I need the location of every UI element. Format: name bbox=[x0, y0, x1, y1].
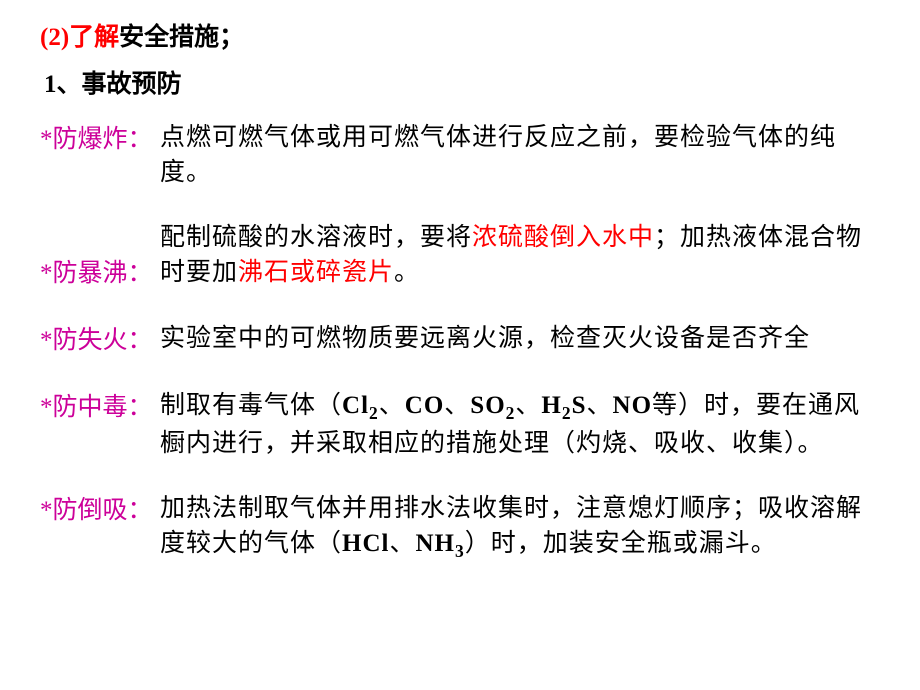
row-content: 点燃可燃气体或用可燃气体进行反应之前，要检验气体的纯度。 bbox=[160, 120, 880, 190]
rows-container: *防爆炸：点燃可燃气体或用可燃气体进行反应之前，要检验气体的纯度。 *防暴沸：配制… bbox=[40, 120, 880, 563]
text-segment: 2 bbox=[369, 403, 379, 423]
text-segment: 、 bbox=[444, 392, 470, 419]
text-segment: NO bbox=[613, 392, 653, 419]
text-segment: 、 bbox=[379, 392, 405, 419]
text-segment: 浓硫酸倒入水中 bbox=[472, 224, 654, 251]
text-segment: 、 bbox=[515, 392, 541, 419]
text-segment: CO bbox=[405, 392, 445, 419]
row-label: *防中毒： bbox=[40, 390, 160, 425]
text-segment: 3 bbox=[455, 541, 465, 561]
text-segment: ）时，加装安全瓶或漏斗。 bbox=[465, 530, 777, 557]
subtitle: 1、事故预防 bbox=[44, 67, 880, 102]
row: *防爆炸：点燃可燃气体或用可燃气体进行反应之前，要检验气体的纯度。 bbox=[40, 120, 880, 190]
row-label: *防暴沸： bbox=[40, 256, 160, 291]
title-number: (2) bbox=[40, 20, 69, 55]
text-segment: SO bbox=[470, 392, 505, 419]
row-label: *防爆炸： bbox=[40, 122, 160, 157]
row: *防倒吸：加热法制取气体并用排水法收集时，注意熄灯顺序；吸收溶解度较大的气体（H… bbox=[40, 491, 880, 564]
row-label: *防失火： bbox=[40, 323, 160, 358]
text-segment: 沸石或碎瓷片 bbox=[238, 259, 394, 286]
text-segment: 、 bbox=[389, 530, 415, 557]
text-segment: 点燃可燃气体或用可燃气体进行反应之前，要检验气体的纯度。 bbox=[160, 124, 836, 186]
row-content: 加热法制取气体并用排水法收集时，注意熄灯顺序；吸收溶解度较大的气体（HCl、NH… bbox=[160, 491, 880, 564]
text-segment: Cl bbox=[342, 392, 369, 419]
section-title: (2) 了解 安全措施； bbox=[40, 20, 880, 55]
text-segment: 、 bbox=[587, 392, 613, 419]
text-segment: NH bbox=[415, 530, 455, 557]
text-segment: S bbox=[572, 392, 587, 419]
text-segment: 2 bbox=[562, 403, 572, 423]
text-segment: HCl bbox=[342, 530, 389, 557]
title-red: 了解 bbox=[69, 20, 119, 55]
row-label: *防倒吸： bbox=[40, 493, 160, 528]
text-segment: H bbox=[541, 392, 561, 419]
row-content: 配制硫酸的水溶液时，要将浓硫酸倒入水中；加热液体混合物时要加沸石或碎瓷片。 bbox=[160, 220, 880, 290]
text-segment: 制取有毒气体（ bbox=[160, 392, 342, 419]
row: *防中毒：制取有毒气体（Cl2、CO、SO2、H2S、NO等）时，要在通风橱内进… bbox=[40, 388, 880, 461]
row: *防失火：实验室中的可燃物质要远离火源，检查灭火设备是否齐全 bbox=[40, 321, 880, 358]
row-content: 实验室中的可燃物质要远离火源，检查灭火设备是否齐全 bbox=[160, 321, 880, 356]
title-black: 安全措施； bbox=[119, 20, 244, 55]
text-segment: 。 bbox=[394, 259, 420, 286]
text-segment: 2 bbox=[506, 403, 516, 423]
row-content: 制取有毒气体（Cl2、CO、SO2、H2S、NO等）时，要在通风橱内进行，并采取… bbox=[160, 388, 880, 461]
row: *防暴沸：配制硫酸的水溶液时，要将浓硫酸倒入水中；加热液体混合物时要加沸石或碎瓷… bbox=[40, 220, 880, 291]
text-segment: 实验室中的可燃物质要远离火源，检查灭火设备是否齐全 bbox=[160, 325, 810, 352]
text-segment: 配制硫酸的水溶液时，要将 bbox=[160, 224, 472, 251]
